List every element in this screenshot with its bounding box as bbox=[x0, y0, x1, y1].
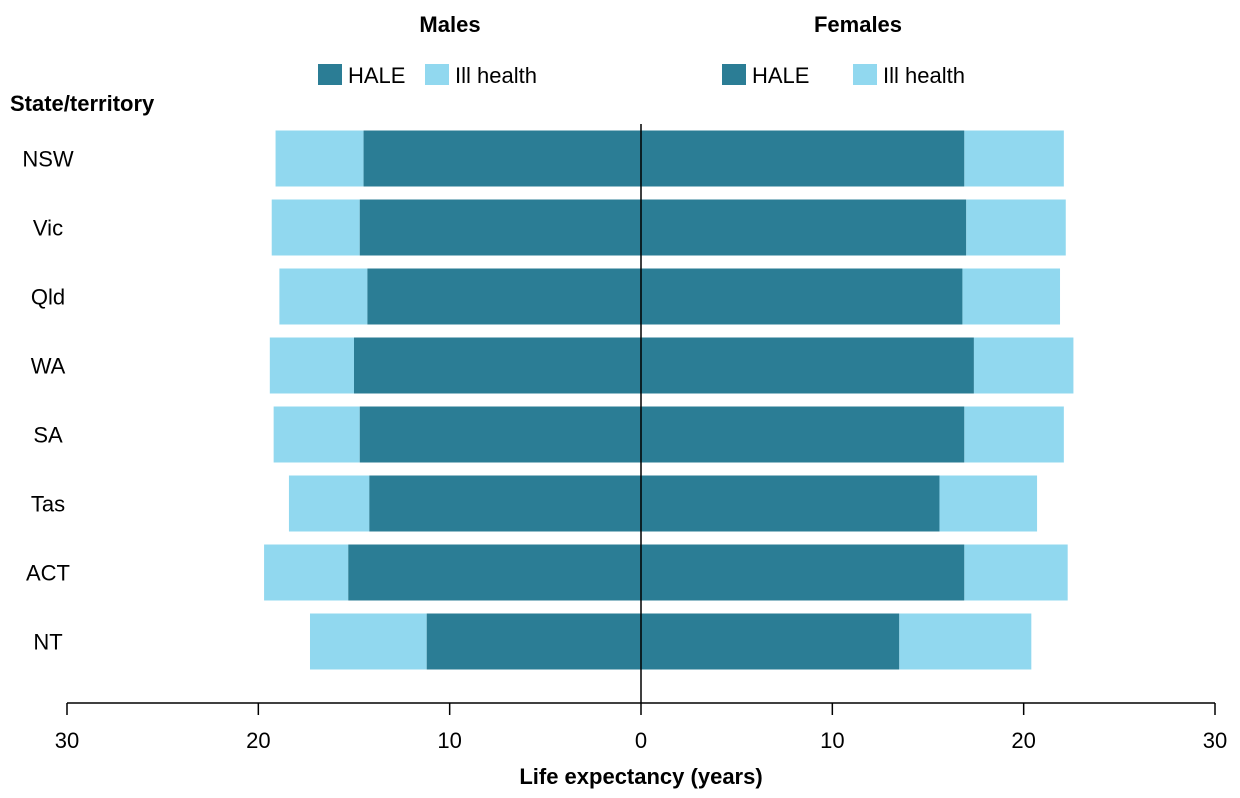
panel-title-males: Males bbox=[419, 12, 480, 37]
legend-swatch-males-hale bbox=[318, 64, 342, 85]
bar-males-ill-health-nsw bbox=[275, 130, 364, 187]
legend-label-males-ill-health: Ill health bbox=[455, 63, 537, 88]
bar-females-hale-sa bbox=[641, 406, 965, 463]
bar-males-ill-health-nt bbox=[309, 613, 427, 670]
bar-males-hale-wa bbox=[354, 337, 641, 394]
bar-males-ill-health-tas bbox=[288, 475, 370, 532]
bar-females-ill-health-nt bbox=[899, 613, 1032, 670]
bar-males-hale-tas bbox=[369, 475, 641, 532]
bar-males-hale-act bbox=[348, 544, 641, 601]
bar-females-ill-health-vic bbox=[966, 199, 1066, 256]
x-tick-label: 0 bbox=[635, 728, 647, 753]
legend-label-females-hale: HALE bbox=[752, 63, 809, 88]
legend-swatch-females-hale bbox=[722, 64, 746, 85]
x-axis-title: Life expectancy (years) bbox=[519, 764, 762, 789]
bar-females-hale-tas bbox=[641, 475, 940, 532]
bar-females-hale-qld bbox=[641, 268, 963, 325]
bar-females-hale-nt bbox=[641, 613, 900, 670]
bar-males-ill-health-wa bbox=[269, 337, 354, 394]
legend-swatch-females-ill-health bbox=[853, 64, 877, 85]
bar-females-ill-health-sa bbox=[964, 406, 1064, 463]
bar-females-hale-wa bbox=[641, 337, 974, 394]
legend-males: HALE Ill health bbox=[318, 63, 537, 88]
category-axis-title: State/territory bbox=[10, 91, 155, 116]
category-label-wa: WA bbox=[31, 354, 66, 379]
category-label-act: ACT bbox=[26, 561, 70, 586]
legend-females: HALE Ill health bbox=[722, 63, 965, 88]
category-label-nsw: NSW bbox=[22, 147, 74, 172]
bar-males-hale-sa bbox=[359, 406, 641, 463]
x-tick-label: 20 bbox=[246, 728, 270, 753]
bar-males-ill-health-act bbox=[264, 544, 349, 601]
bar-males-hale-qld bbox=[367, 268, 641, 325]
legend-label-females-ill-health: Ill health bbox=[883, 63, 965, 88]
x-tick-label: 30 bbox=[55, 728, 79, 753]
legend-label-males-hale: HALE bbox=[348, 63, 405, 88]
bar-males-hale-nsw bbox=[363, 130, 641, 187]
legend-swatch-males-ill-health bbox=[425, 64, 449, 85]
bar-females-ill-health-qld bbox=[962, 268, 1061, 325]
bar-females-hale-vic bbox=[641, 199, 967, 256]
x-tick-label: 30 bbox=[1203, 728, 1227, 753]
axis-layer: NSW Vic Qld WA SA Tas ACT NT 30 20 10 0 10 20 30 bbox=[22, 124, 1227, 753]
category-label-nt: NT bbox=[33, 630, 62, 655]
x-tick-label: 10 bbox=[437, 728, 461, 753]
bar-males-ill-health-qld bbox=[279, 268, 368, 325]
category-label-tas: Tas bbox=[31, 492, 65, 517]
x-tick-label: 20 bbox=[1011, 728, 1035, 753]
x-tick-label: 10 bbox=[820, 728, 844, 753]
bar-females-hale-act bbox=[641, 544, 965, 601]
bar-females-ill-health-tas bbox=[939, 475, 1038, 532]
bar-females-hale-nsw bbox=[641, 130, 965, 187]
bar-females-ill-health-wa bbox=[973, 337, 1074, 394]
category-label-vic: Vic bbox=[33, 216, 63, 241]
category-label-qld: Qld bbox=[31, 285, 65, 310]
bar-males-hale-nt bbox=[426, 613, 641, 670]
bars-layer bbox=[264, 130, 1074, 670]
bar-females-ill-health-nsw bbox=[964, 130, 1064, 187]
panel-title-females: Females bbox=[814, 12, 902, 37]
bar-males-ill-health-sa bbox=[273, 406, 360, 463]
bar-males-hale-vic bbox=[359, 199, 641, 256]
category-label-sa: SA bbox=[33, 423, 63, 448]
bar-females-ill-health-act bbox=[964, 544, 1068, 601]
bar-males-ill-health-vic bbox=[271, 199, 360, 256]
